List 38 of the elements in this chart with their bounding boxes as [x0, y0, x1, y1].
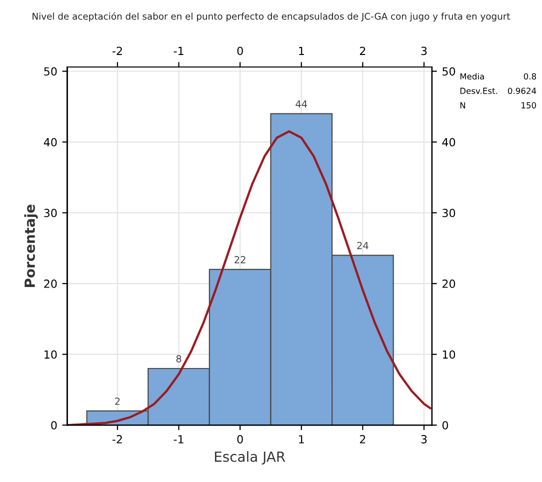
data-label: 8: [176, 355, 182, 362]
x2-tick-label: 3: [421, 46, 427, 56]
y2-tick-label: 20: [442, 280, 456, 288]
y-tick-label: 0: [51, 421, 57, 430]
chart-title: Nivel de aceptación del sabor en el punto perfecto de encapsulados de JC-GA con jugo y fruta en yogurt: [32, 12, 510, 22]
y-tick-label: 30: [44, 208, 57, 218]
text: 150: [522, 102, 536, 108]
x-tick-label: 1: [299, 435, 304, 444]
x2-tick-label: -1: [174, 46, 184, 55]
y-tick-label: 20: [44, 280, 57, 288]
x-tick-label: 3: [421, 435, 427, 444]
x-tick-label: -1: [174, 435, 184, 444]
y-axis-title: Porcentaje: [24, 204, 38, 287]
text: 0.9624: [508, 88, 536, 94]
text: 0.8: [524, 73, 536, 80]
text: Media: [460, 73, 484, 80]
y2-tick-label: 0: [442, 421, 448, 430]
x-tick-label: 2: [360, 435, 366, 444]
x2-tick-label: 0: [237, 46, 243, 56]
x2-tick-label: -2: [112, 46, 122, 55]
y-tick-label: 50: [44, 67, 57, 76]
y-tick-label: 10: [44, 350, 57, 359]
text: Desv.Est.: [460, 88, 498, 94]
x2-tick-label: 1: [299, 46, 304, 55]
data-label: 2: [115, 398, 120, 405]
text: N: [460, 102, 466, 108]
data-label: 44: [296, 100, 308, 108]
data-label: 22: [234, 256, 246, 264]
y2-tick-label: 50: [442, 67, 456, 76]
x-axis-title: Escala JAR: [214, 451, 286, 464]
y2-tick-label: 30: [442, 208, 456, 218]
y2-tick-label: 40: [442, 138, 456, 146]
x2-tick-label: 2: [360, 46, 366, 55]
y2-tick-label: 10: [442, 350, 456, 359]
x-tick-label: 0: [237, 435, 243, 444]
y-tick-label: 40: [44, 138, 57, 146]
x-tick-label: -2: [112, 435, 122, 444]
data-label: 24: [357, 242, 368, 250]
